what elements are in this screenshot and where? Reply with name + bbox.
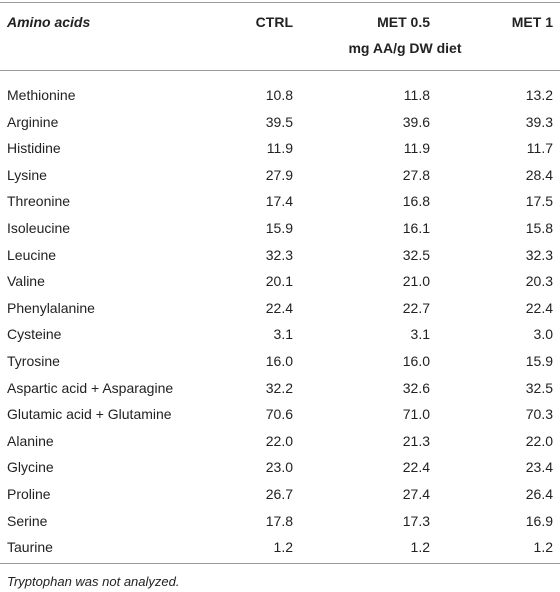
cell-value: 70.3 [525,406,553,423]
cell-value: 1.2 [273,539,293,556]
cell-value: 17.3 [402,512,430,529]
cell-value: 15.9 [525,353,553,369]
cell-value: 32.5 [402,246,430,263]
cell-value: 16.0 [265,353,293,369]
cell-value: 17.5 [525,193,553,210]
cell-value: 26.4 [525,486,553,502]
cell-value: 13.2 [525,87,553,103]
cell-value: 11.9 [403,140,430,157]
cell-value: 28.4 [525,166,553,183]
row-label: Arginine [7,113,59,130]
cell-value: 17.8 [265,512,293,529]
cell-value: 11.9 [266,140,293,157]
cell-value: 22.0 [265,432,293,449]
row-label: Glutamic acid + Glutamine [7,406,172,423]
cell-value: 32.3 [265,246,293,263]
cell-value: 27.9 [265,166,293,183]
row-label: Lysine [7,166,47,183]
column-header: CTRL [255,14,293,30]
row-label: Proline [7,486,51,502]
row-label: Cysteine [7,326,62,343]
unit-label: mg AA/g DW diet [348,40,462,56]
row-label: Methionine [7,87,76,103]
cell-value: 15.9 [265,220,293,236]
cell-value: 26.7 [265,486,293,502]
cell-value: 39.5 [265,113,293,130]
row-label: Glycine [7,459,54,476]
cell-value: 32.6 [402,379,430,396]
cell-value: 27.8 [402,166,430,183]
row-label: Leucine [7,246,57,263]
cell-value: 21.0 [402,273,430,290]
cell-value: 20.3 [525,273,553,290]
row-label: Alanine [7,432,54,449]
row-label: Serine [7,512,48,529]
column-header: Amino acids [7,14,91,30]
cell-value: 32.2 [265,379,293,396]
cell-value: 22.0 [525,432,553,449]
cell-value: 22.4 [525,299,553,316]
row-label: Tyrosine [7,353,60,369]
column-header: MET 0.5 [377,14,430,30]
cell-value: 3.1 [273,326,293,343]
cell-value: 16.1 [402,220,430,236]
cell-value: 27.4 [402,486,430,502]
cell-value: 70.6 [265,406,293,423]
cell-value: 1.2 [410,539,430,556]
cell-value: 3.0 [533,326,553,343]
cell-value: 1.2 [533,539,553,556]
cell-value: 11.7 [526,140,553,157]
cell-value: 39.6 [402,113,430,130]
cell-value: 22.4 [265,299,293,316]
top-rule [0,2,560,3]
row-label: Phenylalanine [7,299,95,316]
cell-value: 11.8 [403,87,430,103]
footnote: Tryptophan was not analyzed. [7,574,180,589]
cell-value: 10.8 [265,87,293,103]
cell-value: 16.9 [525,512,553,529]
bottom-rule [0,563,560,564]
cell-value: 71.0 [402,406,430,423]
cell-value: 3.1 [410,326,430,343]
row-label: Taurine [7,539,53,556]
cell-value: 21.3 [402,432,430,449]
cell-value: 32.5 [525,379,553,396]
cell-value: 39.3 [525,113,553,130]
cell-value: 16.0 [402,353,430,369]
header-rule [0,70,560,71]
cell-value: 22.7 [402,299,430,316]
column-header: MET 1 [511,14,553,30]
row-label: Aspartic acid + Asparagine [7,379,174,396]
cell-value: 20.1 [265,273,293,290]
row-label: Isoleucine [7,220,71,236]
cell-value: 23.0 [265,459,293,476]
cell-value: 15.8 [525,220,553,236]
row-label: Histidine [7,140,61,157]
cell-value: 17.4 [265,193,293,210]
cell-value: 22.4 [402,459,430,476]
row-label: Valine [7,273,45,290]
row-label: Threonine [7,193,71,210]
cell-value: 16.8 [402,193,430,210]
cell-value: 32.3 [525,246,553,263]
cell-value: 23.4 [525,459,553,476]
